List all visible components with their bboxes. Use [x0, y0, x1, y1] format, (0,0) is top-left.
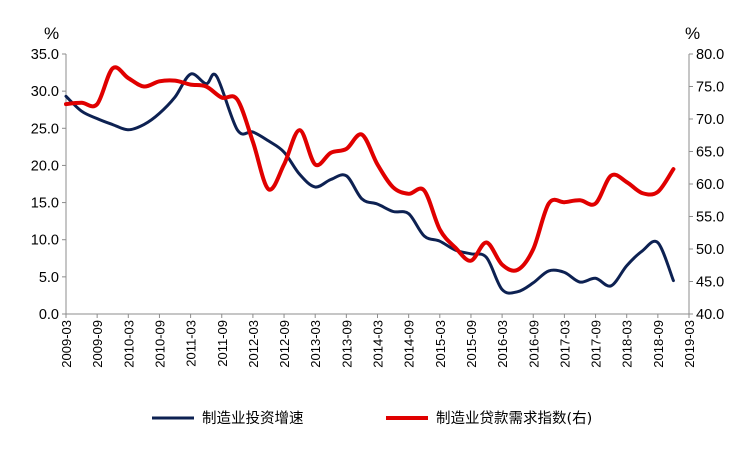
- left-y-tick-label: 15.0: [31, 196, 59, 212]
- right-y-tick-label: 60.0: [696, 177, 724, 193]
- right-y-tick-label: 80.0: [696, 47, 724, 63]
- left-y-tick-label: 25.0: [31, 121, 59, 137]
- x-tick-label: 2015-09: [464, 320, 479, 368]
- x-tick-label: 2010-03: [121, 320, 136, 368]
- x-tick-label: 2018-09: [651, 320, 666, 368]
- legend-label: 制造业贷款需求指数(右): [436, 410, 592, 427]
- right-y-tick-label: 75.0: [696, 80, 724, 96]
- left-axis-unit: %: [44, 24, 59, 43]
- right-y-tick-label: 55.0: [696, 210, 724, 226]
- series-line-manufacturing-loan-demand-index: [64, 65, 676, 273]
- x-tick-label: 2015-03: [433, 320, 448, 368]
- x-tick-label: 2011-03: [184, 320, 199, 367]
- left-y-tick-label: 5.0: [39, 270, 59, 286]
- left-y-tick-label: 35.0: [31, 47, 59, 63]
- x-tick-label: 2018-03: [620, 320, 635, 368]
- right-y-tick-label: 65.0: [696, 145, 724, 161]
- left-y-tick-label: 0.0: [39, 307, 59, 323]
- x-tick-label: 2014-09: [402, 320, 417, 368]
- right-y-tick-label: 70.0: [696, 112, 724, 128]
- series-layer: [64, 65, 676, 295]
- x-tick-label: 2013-03: [308, 320, 323, 368]
- x-tick-label: 2019-03: [682, 320, 697, 368]
- right-y-tick-label: 45.0: [696, 275, 724, 291]
- series-line-manufacturing-investment-growth: [64, 72, 675, 295]
- right-y-tick-label: 50.0: [696, 242, 724, 258]
- legend: 制造业投资增速 制造业贷款需求指数(右): [152, 410, 592, 427]
- x-tick-label: 2011-09: [215, 320, 230, 367]
- x-tick-label: 2014-03: [371, 320, 386, 368]
- x-tick-label: 2013-09: [339, 320, 354, 368]
- x-tick-label: 2010-09: [152, 320, 167, 368]
- left-y-tick-label: 20.0: [31, 158, 59, 174]
- x-tick-label: 2016-03: [495, 320, 510, 368]
- right-y-tick-label: 40.0: [696, 307, 724, 323]
- left-y-tick-label: 10.0: [31, 233, 59, 249]
- x-tick-label: 2017-09: [589, 320, 604, 368]
- right-axis-unit: %: [685, 24, 700, 43]
- legend-label: 制造业投资增速: [202, 410, 304, 427]
- x-tick-label: 2009-03: [59, 320, 74, 368]
- x-tick-label: 2012-03: [246, 320, 261, 368]
- x-tick-label: 2012-09: [277, 320, 292, 368]
- x-tick-label: 2016-09: [526, 320, 541, 368]
- left-y-tick-label: 30.0: [31, 84, 59, 100]
- axes: 0.0 5.0 10.0 15.0 20.0 25.0 30.0 35.0 40.0 45.0 50…: [31, 47, 724, 368]
- x-tick-label: 2009-09: [90, 320, 105, 368]
- x-tick-label: 2017-03: [557, 320, 572, 368]
